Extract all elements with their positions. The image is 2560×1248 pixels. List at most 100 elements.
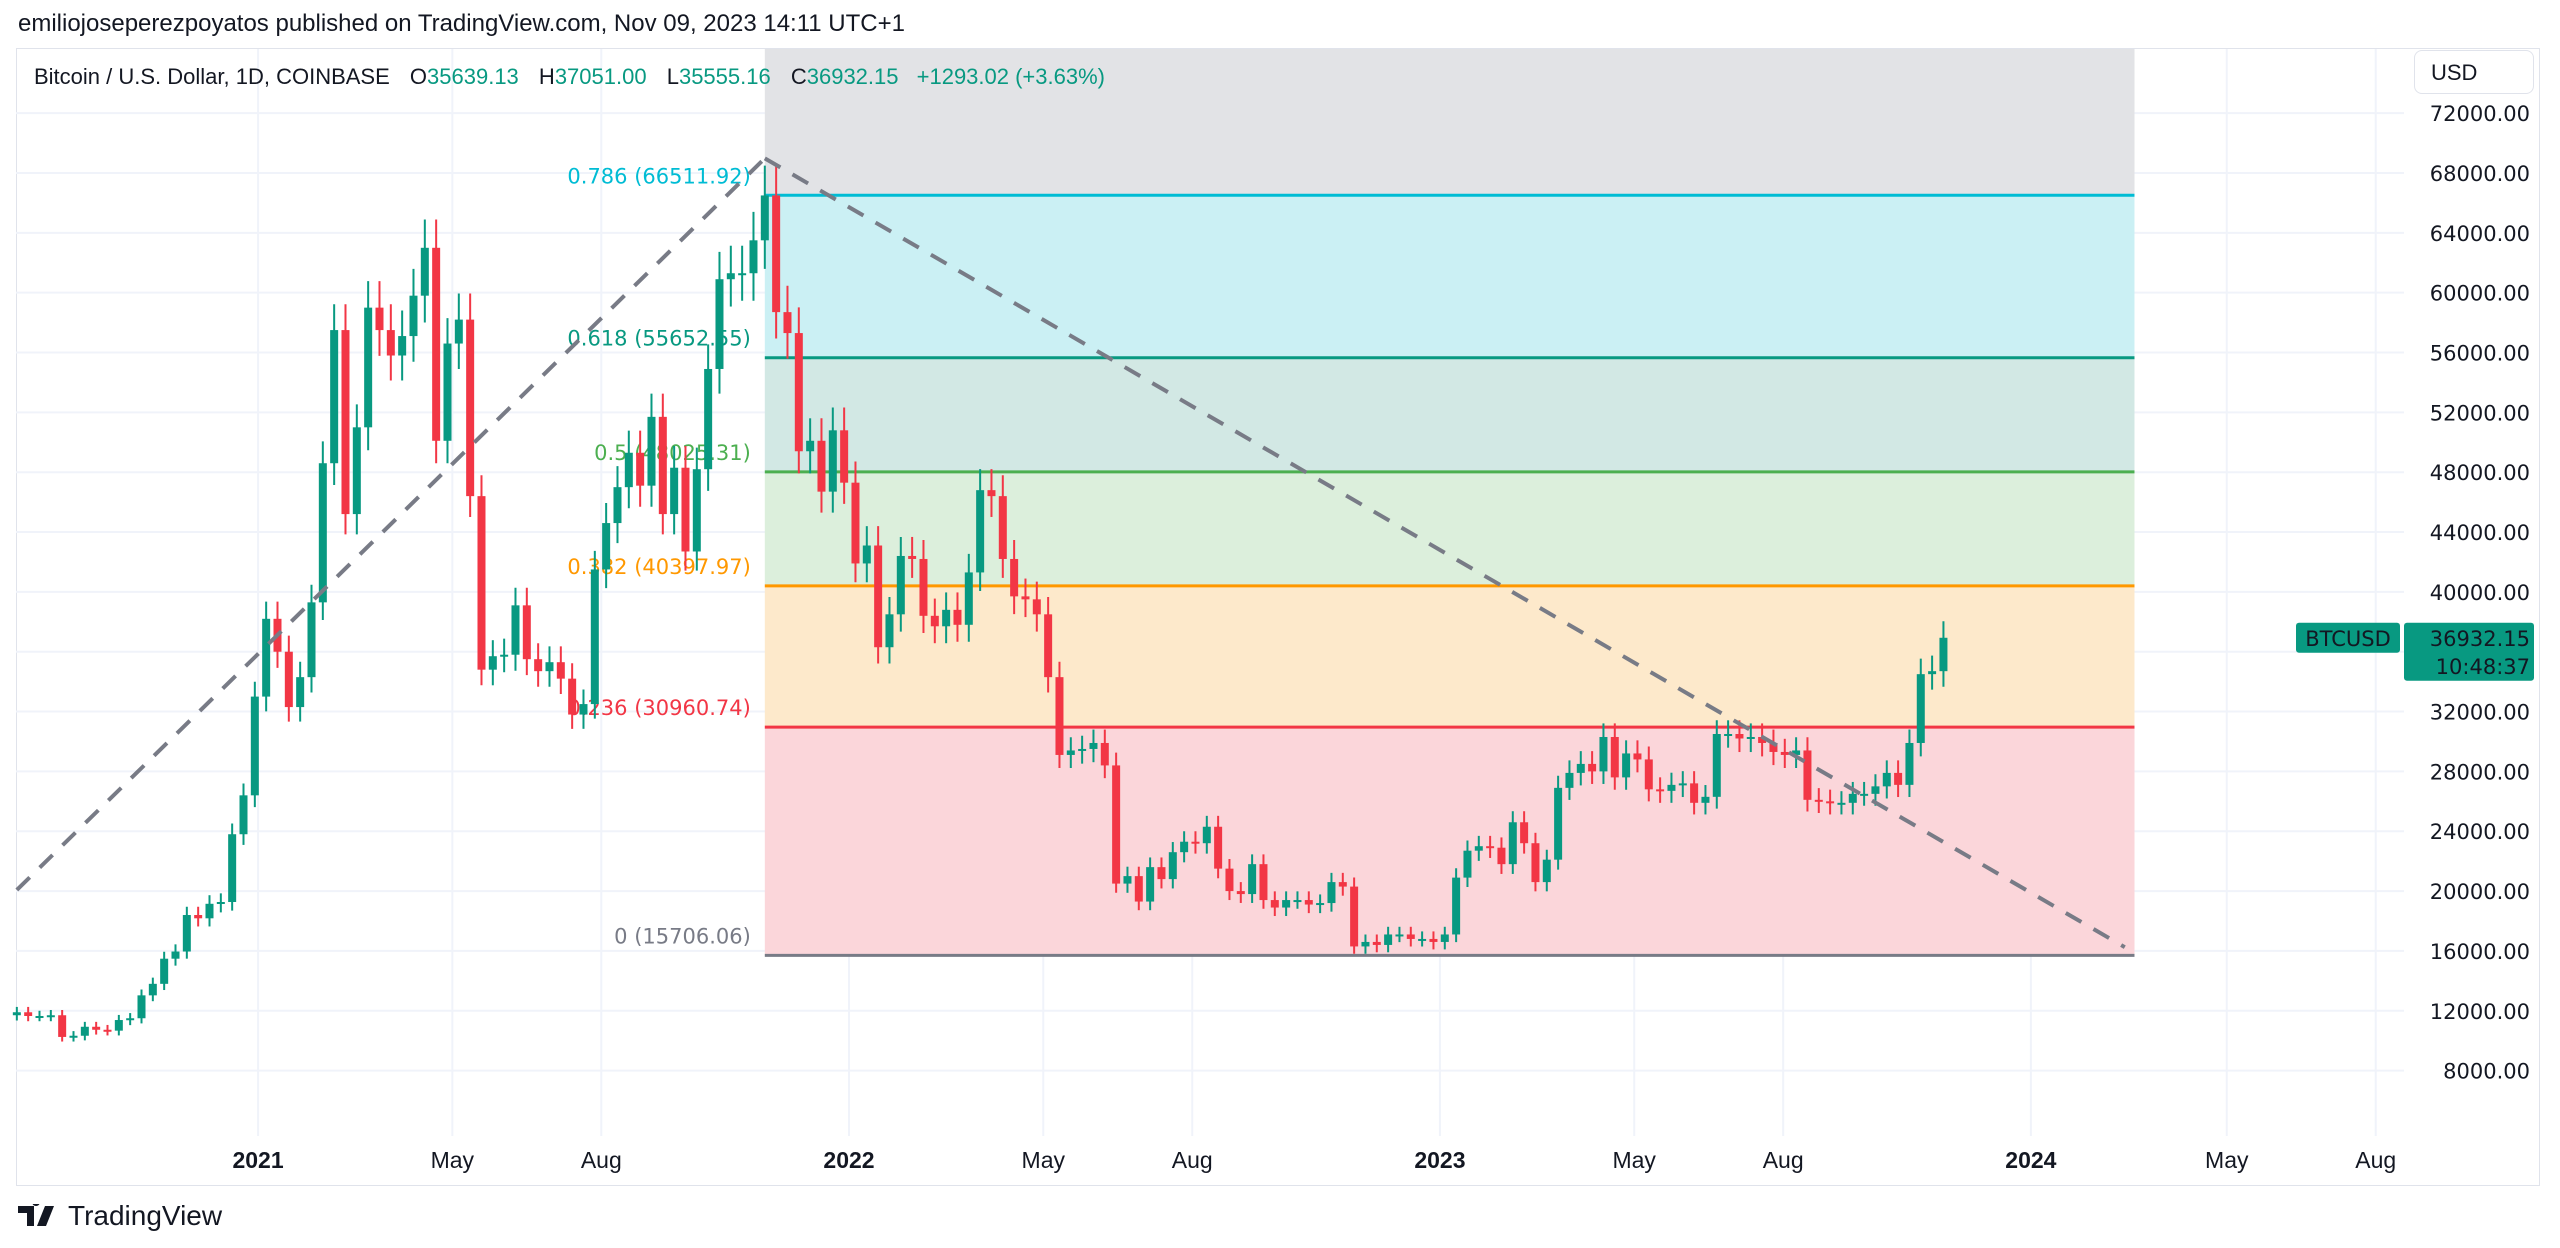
- candle-body: [590, 569, 599, 705]
- candle-body: [885, 614, 894, 648]
- candle-body: [1837, 802, 1846, 805]
- candle-body: [420, 247, 429, 296]
- candle-body: [1588, 763, 1597, 772]
- candle-body: [1214, 826, 1223, 869]
- candle-body: [1735, 734, 1744, 739]
- candle-body: [942, 609, 951, 627]
- candle-body: [1939, 637, 1948, 672]
- candle-body: [806, 440, 815, 452]
- candle-body: [1259, 864, 1268, 901]
- candle-body: [1826, 801, 1835, 804]
- candle-body: [466, 319, 475, 497]
- time-axis: 2021 May Aug 2022 May Aug 2023 May Aug 2024 May Aug: [232, 1147, 2396, 1173]
- price-tick-label: 56000.00: [2430, 342, 2530, 366]
- candle-body: [296, 677, 305, 708]
- fib-zone: [764, 357, 2135, 472]
- candle-body: [840, 430, 849, 483]
- time-tick-label: May: [2205, 1147, 2249, 1173]
- candle-body: [568, 678, 577, 715]
- candle-body: [1032, 599, 1041, 615]
- candle-body: [46, 1015, 55, 1018]
- price-axis: 72000.00 68000.00 64000.00 60000.00 56000.00…: [2430, 102, 2530, 1083]
- price-tick-label: 72000.00: [2430, 102, 2530, 126]
- candle-body: [1293, 900, 1302, 903]
- trendline: [15, 156, 2126, 949]
- candle-body: [1848, 793, 1857, 803]
- candle-body: [58, 1015, 67, 1037]
- candle-body: [1554, 787, 1563, 860]
- candle-body: [1622, 753, 1631, 778]
- candle-body: [1055, 677, 1064, 755]
- time-tick-label: 2023: [1414, 1147, 1465, 1173]
- candle-body: [341, 330, 350, 515]
- candle-body: [1021, 596, 1030, 600]
- time-tick-label: 2021: [232, 1147, 283, 1173]
- candle-body: [1860, 793, 1869, 796]
- candle-body: [250, 696, 259, 796]
- candle-body: [1168, 852, 1177, 880]
- open-label: O: [409, 64, 428, 89]
- fib-zone: [764, 49, 2135, 196]
- candle-body: [216, 902, 225, 905]
- candle-body: [534, 659, 543, 672]
- candle-body: [692, 469, 701, 552]
- candle-body: [908, 555, 917, 559]
- candle-body: [874, 545, 883, 648]
- candle-body: [69, 1035, 78, 1038]
- time-tick-label: Aug: [1763, 1147, 1804, 1173]
- candle-body: [1372, 941, 1381, 945]
- price-tag-bg: [2404, 622, 2534, 681]
- candle-body: [12, 1012, 21, 1016]
- candle-body: [1792, 750, 1801, 755]
- candle-body: [1882, 772, 1891, 787]
- candle-body: [545, 662, 554, 672]
- candle-body: [1701, 796, 1710, 803]
- candle-body: [1542, 859, 1551, 883]
- candle-body: [1769, 742, 1778, 752]
- candle-body: [1066, 750, 1075, 755]
- candle-body: [1746, 736, 1755, 739]
- candle-body: [1758, 736, 1767, 743]
- candle-body: [896, 555, 905, 615]
- candle-body: [160, 958, 169, 984]
- candle-body: [1429, 938, 1438, 942]
- candle-body: [1191, 841, 1200, 844]
- candle-body: [1905, 742, 1914, 785]
- candle-body: [1078, 748, 1087, 751]
- candle-body: [1497, 847, 1506, 865]
- candle-body: [262, 618, 271, 697]
- candle-body: [1928, 671, 1937, 675]
- price-tick-label: 28000.00: [2430, 760, 2530, 784]
- fib-zone: [764, 727, 2135, 956]
- candle-body: [1690, 783, 1699, 803]
- tradingview-logo[interactable]: TradingView: [18, 1200, 222, 1232]
- candle-body: [228, 834, 237, 903]
- candle-body: [828, 430, 837, 492]
- candle-body: [1406, 934, 1415, 939]
- candle-body: [964, 572, 973, 625]
- price-tick-label: 68000.00: [2430, 162, 2530, 186]
- time-tick-label: May: [431, 1147, 475, 1173]
- candle-body: [613, 487, 622, 524]
- candle-body: [1418, 938, 1427, 941]
- candle-body: [930, 615, 939, 627]
- currency-button[interactable]: USD: [2414, 50, 2534, 94]
- candle-body: [1146, 867, 1155, 902]
- candle-body: [1486, 846, 1495, 849]
- candle-body: [579, 704, 588, 715]
- candle-body: [1916, 674, 1925, 743]
- price-tick-label: 44000.00: [2430, 521, 2530, 545]
- candle-body: [488, 656, 497, 670]
- candle-body: [738, 273, 747, 276]
- candle-body: [432, 247, 441, 441]
- candle-body: [1440, 934, 1449, 942]
- logo-text: TradingView: [68, 1200, 223, 1231]
- candle-body: [1894, 772, 1903, 785]
- price-tick-label: 64000.00: [2430, 222, 2530, 246]
- candle-body: [1134, 876, 1143, 902]
- candle-body: [658, 416, 667, 515]
- price-tick-label: 8000.00: [2443, 1060, 2530, 1084]
- price-tick-label: 12000.00: [2430, 1000, 2530, 1024]
- candle-body: [953, 609, 962, 625]
